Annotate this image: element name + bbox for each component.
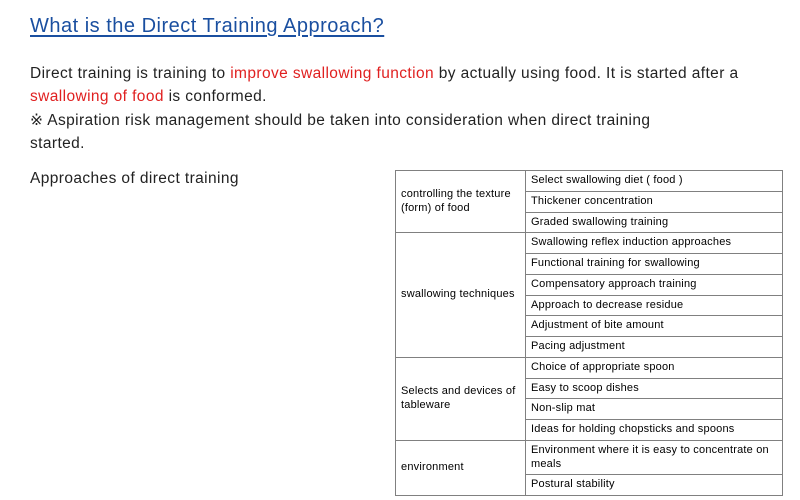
note-line2: started.	[30, 135, 85, 152]
page-title: What is the Direct Training Approach?	[30, 15, 384, 38]
item-cell: Select swallowing diet ( food )	[526, 171, 783, 192]
category-cell: environment	[396, 440, 526, 495]
table-row: Selects and devices of tablewareChoice o…	[396, 357, 783, 378]
item-cell: Postural stability	[526, 475, 783, 496]
item-cell: Easy to scoop dishes	[526, 378, 783, 399]
highlight-improve: improve swallowing function	[230, 65, 434, 82]
item-cell: Graded swallowing training	[526, 212, 783, 233]
text-frag: started after a	[637, 65, 739, 82]
item-cell: Swallowing reflex induction approaches	[526, 233, 783, 254]
highlight-swallowing: swallowing of food	[30, 88, 164, 105]
item-cell: Non-slip mat	[526, 399, 783, 420]
item-cell: Ideas for holding chopsticks and spoons	[526, 420, 783, 441]
category-cell: Selects and devices of tableware	[396, 357, 526, 440]
note-line: ※ Aspiration risk management should be t…	[30, 112, 650, 129]
item-cell: Choice of appropriate spoon	[526, 357, 783, 378]
approaches-table: controlling the texture (form) of foodSe…	[395, 170, 783, 496]
table-row: environmentEnvironment where it is easy …	[396, 440, 783, 475]
item-cell: Thickener concentration	[526, 191, 783, 212]
table-row: controlling the texture (form) of foodSe…	[396, 171, 783, 192]
text-frag: by actually using food. It is	[439, 65, 632, 82]
category-cell: controlling the texture (form) of food	[396, 171, 526, 233]
approaches-label: Approaches of direct training	[30, 170, 239, 188]
intro-paragraph: Direct training is training to improve s…	[30, 62, 788, 155]
item-cell: Environment where it is easy to concentr…	[526, 440, 783, 475]
item-cell: Pacing adjustment	[526, 337, 783, 358]
table-row: swallowing techniquesSwallowing reflex i…	[396, 233, 783, 254]
item-cell: Approach to decrease residue	[526, 295, 783, 316]
text-frag: Direct training is training to	[30, 65, 226, 82]
item-cell: Functional training for swallowing	[526, 254, 783, 275]
item-cell: Adjustment of bite amount	[526, 316, 783, 337]
item-cell: Compensatory approach training	[526, 274, 783, 295]
category-cell: swallowing techniques	[396, 233, 526, 358]
text-frag: is conformed.	[169, 88, 267, 105]
